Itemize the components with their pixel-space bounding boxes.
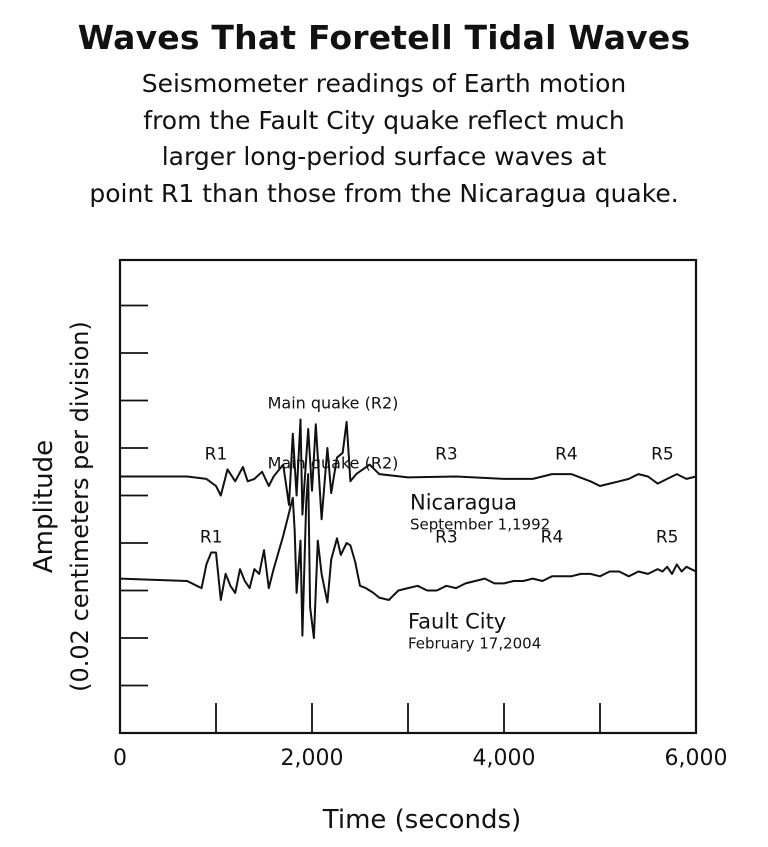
phase-label: R5 — [656, 528, 679, 548]
series-name-label: Nicaragua — [410, 491, 517, 515]
phase-label: R3 — [435, 445, 458, 465]
y-axis-label-units: (0.02 centimeters per division) — [66, 321, 94, 692]
x-tick-label: 4,000 — [473, 746, 536, 771]
phase-label: R4 — [555, 445, 578, 465]
chart-title: Waves That Foretell Tidal Waves — [77, 18, 691, 57]
x-tick-label: 6,000 — [665, 746, 728, 771]
labels-layer: Time (seconds) Amplitude (0.02 centimeters… — [29, 321, 679, 835]
phase-label: R1 — [200, 528, 223, 548]
main-quake-label: Main quake (R2) — [268, 454, 399, 473]
chart-subtitle: Seismometer readings of Earth motion fro… — [0, 66, 768, 212]
y-axis-label: Amplitude — [29, 440, 59, 573]
series-layer — [119, 418, 697, 639]
subtitle-line: point R1 than those from the Nicaragua q… — [89, 178, 679, 208]
chart-axes: 0 2,000 4,000 6,000 — [113, 258, 728, 771]
phase-label: R4 — [541, 528, 564, 548]
subtitle-line: larger long-period surface waves at — [161, 142, 607, 171]
x-tick-label: 2,000 — [281, 746, 344, 771]
x-tick-label: 0 — [113, 746, 127, 771]
main-quake-label: Main quake (R2) — [268, 394, 399, 413]
seismogram-trace-nicaragua — [120, 418, 697, 521]
x-axis-label: Time (seconds) — [322, 805, 521, 835]
series-name-label: Fault City — [408, 610, 506, 634]
plot-frame — [118, 258, 698, 735]
subtitle-line: from the Fault City quake reflect much — [143, 105, 625, 135]
phase-label: R1 — [205, 445, 228, 465]
phase-label: R5 — [651, 445, 674, 465]
subtitle-line: Seismometer readings of Earth motion — [141, 69, 627, 98]
phase-label: R3 — [435, 528, 458, 548]
seismogram-trace-fault-city — [119, 473, 697, 639]
series-date-label: September 1,1992 — [410, 516, 550, 534]
series-date-label: February 17,2004 — [408, 635, 541, 653]
